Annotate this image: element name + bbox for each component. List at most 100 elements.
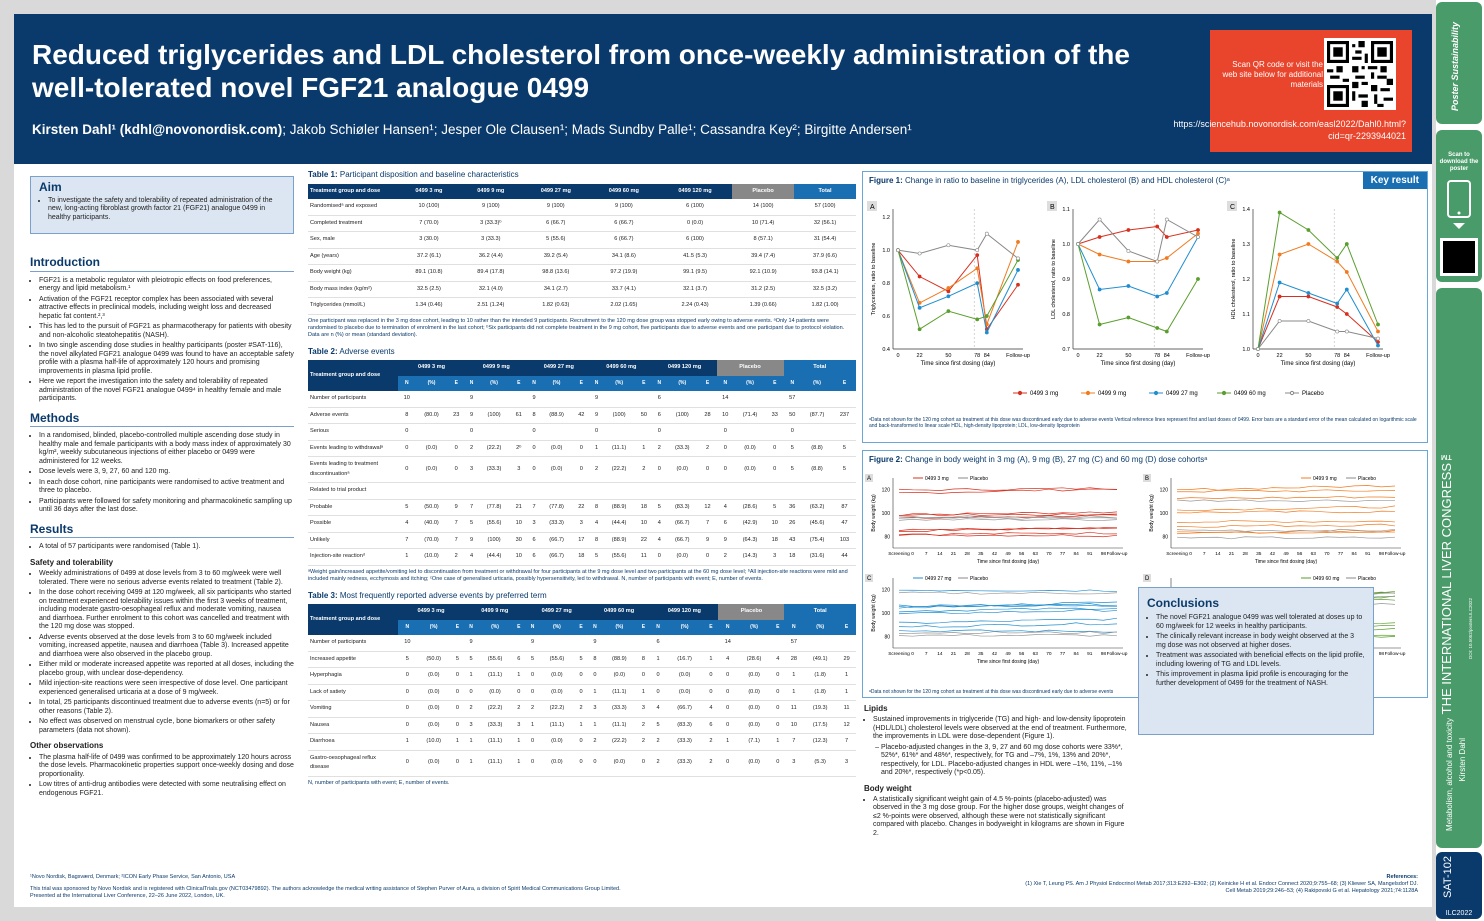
table-cell: 22 bbox=[572, 499, 591, 516]
table-cell: (63.2) bbox=[801, 499, 833, 516]
list-item: Participants were followed for safety mo… bbox=[39, 498, 294, 515]
x-tick-label: Follow-up bbox=[1186, 353, 1210, 359]
legend-label: 0499 27 mg bbox=[1166, 391, 1198, 397]
x-tick-label: 50 bbox=[1305, 353, 1311, 359]
x-tick-label: 28 bbox=[964, 551, 970, 557]
table-subheader: (%) bbox=[737, 619, 772, 635]
table-cell: 37.2 (6.1) bbox=[398, 248, 460, 265]
series-line bbox=[1176, 510, 1396, 514]
data-point bbox=[946, 243, 951, 248]
table-cell: (8.8) bbox=[801, 456, 833, 483]
table-cell: (75.4) bbox=[801, 532, 833, 549]
table-cell: 0 bbox=[771, 684, 785, 701]
x-tick-label: Screening bbox=[1166, 551, 1188, 557]
table-cell: 0 bbox=[783, 423, 802, 441]
x-tick-label: 56 bbox=[1297, 551, 1303, 557]
table-row: Hyperphagia 0 (0.0) 0 1 (11.1) 1 0 (0.0) 0 0 (0.0) 0… bbox=[308, 667, 856, 685]
data-point bbox=[975, 281, 980, 286]
table-cell: 0 bbox=[718, 750, 738, 777]
figure1-chart: A 0.4 0.6 0.8 1.0 1.2 0 22 50 78 84 Follow-up Time s… bbox=[867, 201, 1390, 397]
table-cell: 1 bbox=[512, 733, 526, 751]
table-cell: 0 bbox=[465, 423, 479, 441]
x-tick-label: 42 bbox=[992, 651, 998, 657]
figure2-footnote: ᵃData not shown for the 120 mg cohort as… bbox=[869, 689, 1114, 695]
table-cell: (11.1) bbox=[478, 667, 513, 685]
table2-title: Table 2: Adverse events bbox=[308, 346, 395, 356]
qr-url-link[interactable]: https://sciencehub.novonordisk.com/easl2… bbox=[1173, 119, 1406, 141]
table-cell: (83.3) bbox=[665, 717, 704, 734]
table-cell: 11 bbox=[837, 700, 856, 718]
table-cell: (55.6) bbox=[603, 548, 636, 566]
table-cell: 1 bbox=[703, 651, 719, 668]
x-axis-label: Time since first dosing (day) bbox=[977, 659, 1040, 665]
table-cell bbox=[478, 482, 510, 500]
data-point bbox=[1335, 329, 1340, 334]
download-panel[interactable]: Scan to download the poster bbox=[1436, 130, 1482, 282]
table-cell: (0.0) bbox=[602, 667, 637, 685]
table-cell: 1 bbox=[650, 651, 666, 668]
table-cell: (12.3) bbox=[803, 733, 838, 751]
x-tick-label: 98 bbox=[1101, 551, 1107, 557]
table-cell: (0.0) bbox=[665, 684, 704, 701]
doi-text: DOI: 10.5052/posters.ILC2022 bbox=[1468, 598, 1473, 660]
table-cell: 0 bbox=[698, 548, 717, 566]
table-cell bbox=[665, 482, 699, 500]
table-cell: (33.3) bbox=[665, 750, 704, 777]
x-tick-label: 0 bbox=[896, 353, 899, 359]
table-cell: (40.0) bbox=[415, 515, 448, 533]
data-point bbox=[1335, 256, 1340, 260]
panel-label: A bbox=[870, 204, 875, 211]
qr-code-icon[interactable] bbox=[1324, 38, 1396, 110]
table-subheader: N bbox=[464, 619, 479, 635]
table-cell: 3 bbox=[527, 515, 541, 533]
table-cell: 9 bbox=[590, 391, 604, 408]
table-cell: 6 (66.7) bbox=[521, 215, 590, 232]
series-line bbox=[898, 511, 1118, 516]
table-cell: 0 bbox=[398, 717, 417, 734]
table-subheader: (%) bbox=[801, 375, 833, 391]
table-cell: (66.7) bbox=[540, 548, 573, 566]
table-cell: 1 bbox=[837, 667, 856, 685]
table-cell: 1.39 (0.66) bbox=[732, 297, 795, 315]
conclusions-heading: Conclusions bbox=[1147, 596, 1220, 610]
table-row: Age (years) 37.2 (6.1) 36.2 (4.4) 39.2 (5.4… bbox=[308, 248, 856, 265]
table-cell: (10.0) bbox=[416, 733, 451, 751]
table-cell: (0.0) bbox=[415, 456, 448, 483]
table-cell: 36 bbox=[783, 499, 802, 516]
series-line bbox=[1176, 505, 1396, 512]
table-cell: (44.4) bbox=[603, 515, 636, 533]
table-cell: Vomiting bbox=[308, 700, 398, 718]
data-point bbox=[1097, 252, 1102, 257]
data-point bbox=[975, 248, 980, 253]
y-tick-label: 120 bbox=[882, 488, 891, 494]
y-axis-label: Triglycerides, ratio to baseline bbox=[871, 243, 877, 316]
table-header: 0499 9 mg bbox=[459, 183, 522, 199]
data-point bbox=[1335, 301, 1340, 306]
table-cell: 237 bbox=[832, 407, 856, 424]
data-point bbox=[1256, 347, 1260, 351]
table-cell: 47 bbox=[832, 515, 856, 533]
bodyweight-text: A statistically significant weight gain … bbox=[873, 796, 1130, 839]
table-cell: 9 (100) bbox=[459, 199, 522, 216]
table-cell: (22.2) bbox=[478, 440, 510, 457]
table-cell: 0 bbox=[525, 684, 540, 701]
series-line bbox=[898, 633, 1118, 637]
references-heading: References: bbox=[1386, 874, 1419, 880]
left-body: Introduction FGF21 is a metabolic regula… bbox=[30, 248, 294, 800]
table-cell: 1 bbox=[635, 440, 653, 457]
table-cell: 14 (100) bbox=[732, 199, 795, 216]
table-cell: (0.0) bbox=[737, 717, 772, 734]
x-tick-label: 56 bbox=[1019, 651, 1025, 657]
table-header: Total bbox=[783, 360, 856, 376]
table-cell: (11.1) bbox=[602, 684, 637, 701]
table-cell bbox=[447, 391, 466, 408]
data-point bbox=[1016, 268, 1020, 272]
table-cell: 87 bbox=[832, 499, 856, 516]
table-cell: 18 bbox=[635, 499, 653, 516]
series-line bbox=[898, 513, 1118, 517]
series-line bbox=[1176, 499, 1396, 502]
download-qr-icon[interactable] bbox=[1440, 238, 1478, 276]
table-cell: 42 bbox=[572, 407, 591, 424]
table-cell: 2.51 (1.24) bbox=[459, 297, 522, 315]
table-subheader: (%) bbox=[415, 375, 448, 391]
